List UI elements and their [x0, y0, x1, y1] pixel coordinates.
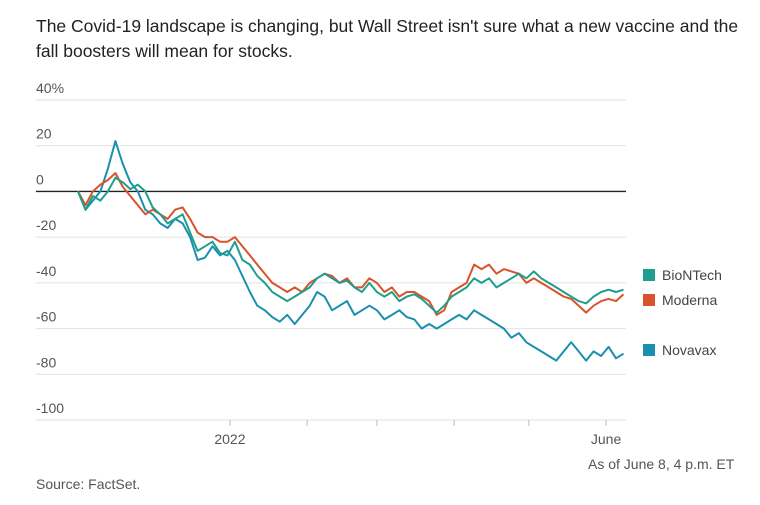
y-tick-label: -40 [36, 263, 56, 279]
y-tick-label: 40% [36, 80, 64, 96]
y-tick-label: -60 [36, 309, 56, 325]
legend-swatch-moderna [643, 294, 655, 306]
legend-label-biontech: BioNTech [662, 267, 722, 283]
legend-swatch-biontech [643, 269, 655, 281]
y-tick-label: -100 [36, 400, 64, 416]
source-note: Source: FactSet. [36, 476, 141, 492]
y-tick-label: 0 [36, 171, 44, 187]
legend-label-novavax: Novavax [662, 342, 716, 358]
y-tick-label: 20 [36, 126, 52, 142]
x-tick-label: June [591, 431, 622, 447]
legend-swatch-novavax [643, 344, 655, 356]
legend-label-moderna: Moderna [662, 292, 717, 308]
legend: BioNTech Moderna Novavax [643, 267, 722, 358]
series-line-moderna [77, 172, 625, 316]
x-tick-label: 2022 [214, 431, 245, 447]
y-tick-label: -20 [36, 217, 56, 233]
series-line-biontech [77, 176, 624, 314]
x-axis: 2022 June [214, 420, 621, 447]
y-tick-label: -80 [36, 354, 56, 370]
data-timestamp-note: As of June 8, 4 p.m. ET [588, 456, 735, 472]
chart-title: The Covid-19 landscape is changing, but … [36, 16, 739, 61]
y-axis-ticks: 40% 20 0 -20 -40 -60 -80 -100 [36, 80, 64, 416]
series-lines [77, 140, 625, 362]
gridlines [36, 99, 626, 421]
series-line-novavax [77, 140, 625, 362]
